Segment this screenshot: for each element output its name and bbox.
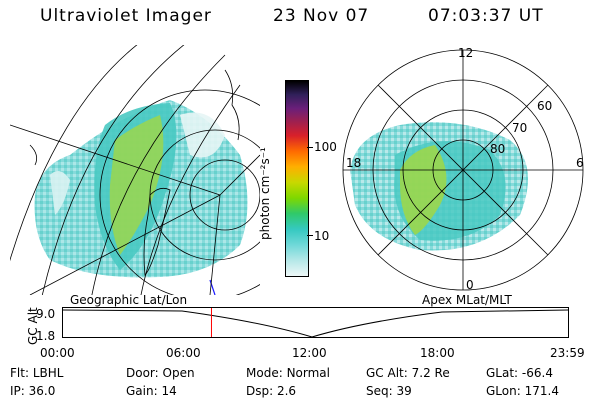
instrument-title: Ultraviolet Imager: [40, 6, 212, 26]
altitude-xtick-0600: 06:00: [166, 346, 201, 360]
polar-lat-70: 70: [512, 121, 528, 135]
altitude-xtick-0000: 00:00: [40, 346, 75, 360]
info-mode: Mode: Normal: [246, 366, 330, 380]
altitude-xtick-1800: 18:00: [420, 346, 455, 360]
altitude-ytick-min: 1.8: [36, 329, 56, 343]
colorbar-unit-label: photon cm⁻²s⁻¹: [258, 147, 272, 240]
altitude-plot: [62, 307, 569, 338]
info-seq: Seq: 39: [366, 384, 412, 398]
info-ip: IP: 36.0: [10, 384, 56, 398]
info-flt: Flt: LBHL: [10, 366, 64, 380]
aurora-band-polar: [400, 145, 447, 235]
altitude-xtick-2359: 23:59: [550, 346, 585, 360]
polar-mlt-0: 0: [466, 278, 474, 292]
info-door: Door: Open: [126, 366, 195, 380]
time-label: 07:03:37 UT: [428, 6, 544, 26]
colorbar-tick-100: 100: [314, 140, 337, 154]
info-gc-alt: GC Alt: 7.2 Re: [366, 366, 450, 380]
altitude-ytick-max: 9.0: [36, 307, 56, 321]
polar-mlt-12: 12: [458, 46, 474, 60]
colorbar-tick-10: 10: [314, 229, 330, 243]
aurora-band-left: [109, 115, 164, 255]
polar-lat-80: 80: [490, 142, 506, 156]
lat-lon-grid: [10, 45, 260, 295]
coastline: [143, 187, 171, 276]
polar-mlt-18: 18: [346, 156, 362, 170]
altitude-xtick-1200: 12:00: [292, 346, 327, 360]
apex-label: Apex MLat/MLT: [422, 293, 512, 307]
info-glat: GLat: -66.4: [486, 366, 553, 380]
polar-mlt-6: 6: [576, 156, 584, 170]
geographic-label: Geographic Lat/Lon: [70, 293, 188, 307]
geographic-map: [10, 45, 260, 295]
info-glon: GLon: 171.4: [486, 384, 559, 398]
info-gain: Gain: 14: [126, 384, 177, 398]
polar-grid: [342, 49, 584, 291]
polar-map: [342, 49, 584, 291]
polar-lat-60: 60: [537, 99, 553, 113]
info-dsp: Dsp: 2.6: [246, 384, 297, 398]
colorbar: [285, 80, 309, 277]
altitude-curve: [62, 309, 569, 338]
date-label: 23 Nov 07: [273, 6, 370, 26]
